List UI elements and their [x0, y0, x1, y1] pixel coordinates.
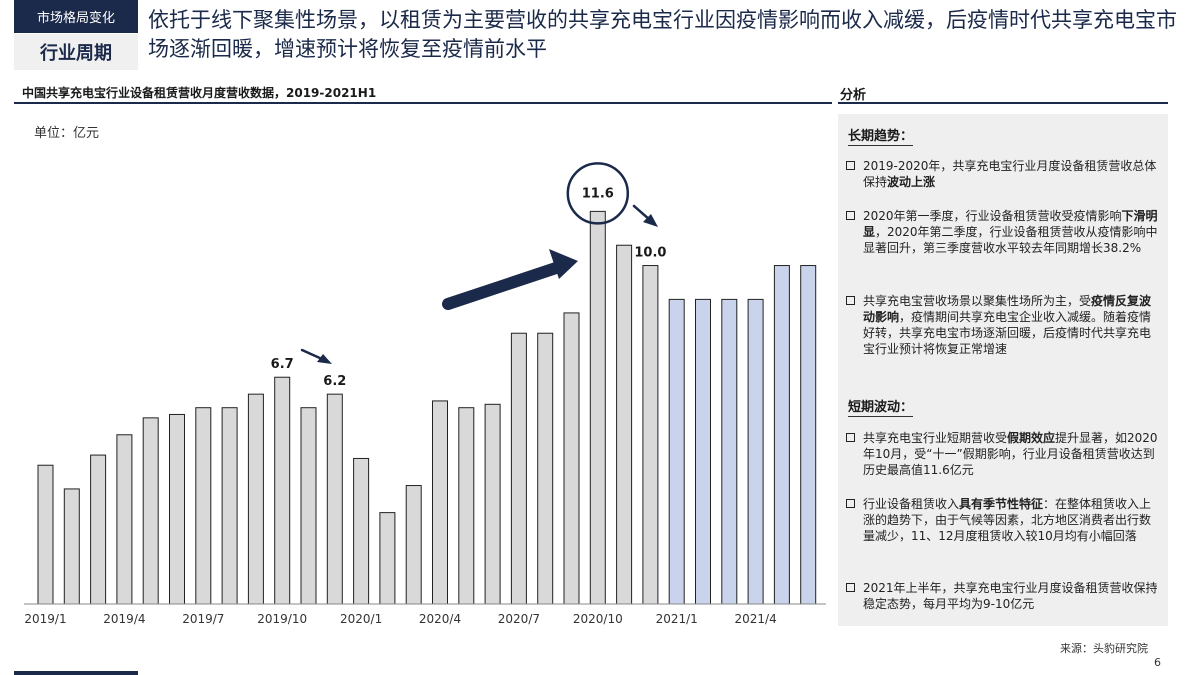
section-label: 行业周期 — [14, 34, 138, 70]
bar-2020/9 — [563, 312, 580, 605]
analysis-bullet: 2021年上半年，共享充电宝行业月度设备租赁营收保持稳定态势，每月平均为9-10… — [846, 580, 1162, 612]
long-term-heading: 长期趋势： — [848, 125, 914, 146]
bar-2021/2 — [695, 298, 711, 605]
bar-2021/1 — [668, 298, 685, 605]
x-tick-label: 2020/1 — [340, 612, 382, 626]
arrow-head-icon — [549, 249, 578, 279]
page-number: 6 — [1154, 656, 1161, 669]
bar-2019/11 — [300, 407, 317, 605]
bar-2019/8 — [221, 407, 238, 605]
bar-chart: 2019/1 2019/4 2019/7 2019/10 2020/1 2020/4 202… — [24, 162, 826, 626]
checkbox-icon — [846, 211, 855, 220]
x-tick-label: 2021/1 — [656, 612, 698, 626]
bar-2019/9 — [247, 393, 264, 605]
bar-2019/6 — [169, 413, 185, 605]
footer-bar — [14, 671, 138, 675]
bar-2020/4 — [432, 400, 448, 605]
data-label: 6.7 — [271, 357, 294, 372]
bar-2020/1 — [353, 457, 370, 605]
bar-2020/11 — [616, 244, 633, 605]
bar-2021/4 — [747, 298, 764, 605]
checkbox-icon — [846, 161, 855, 170]
arrow-head-icon — [317, 354, 332, 364]
chart-unit: 单位：亿元 — [34, 126, 100, 141]
analysis-bullet: 共享充电宝行业短期营收受假期效应提升显著，如2020年10月，受“十一”假期影响… — [846, 430, 1162, 478]
analysis-bullet: 行业设备租赁收入具有季节性特征：在整体租赁收入上涨的趋势下，由于气候等因素，北方… — [846, 496, 1162, 544]
x-tick-label: 2021/4 — [734, 612, 776, 626]
bar-2019/12 — [326, 393, 343, 605]
bar-2020/6 — [484, 403, 501, 605]
checkbox-icon — [846, 296, 855, 305]
bar-2021/6 — [800, 265, 817, 605]
trend-arrow-icon — [632, 204, 652, 222]
bar-2020/5 — [458, 407, 475, 605]
x-tick-label: 2020/10 — [573, 612, 623, 626]
trend-arrow-icon — [442, 261, 565, 310]
bar-2020/10 — [589, 210, 606, 605]
analysis-panel: 长期趋势： 2019-2020年，共享充电宝行业月度设备租赁营收总体保持波动上涨… — [838, 114, 1168, 626]
x-tick-label: 2019/7 — [182, 612, 224, 626]
analysis-bullet: 共享充电宝营收场景以聚集性场所为主，受疫情反复波动影响，疫情期间共享充电宝企业收… — [846, 293, 1162, 357]
bar-2019/3 — [90, 454, 107, 605]
x-tick-label: 2020/4 — [419, 612, 461, 626]
highlight-circle — [566, 162, 630, 225]
arrow-head-icon — [643, 214, 658, 227]
trend-arrow-icon — [300, 348, 324, 361]
data-label: 11.6 — [582, 186, 614, 201]
x-tick-label: 2019/1 — [24, 612, 66, 626]
chart-title: 中国共享充电宝行业设备租赁营收月度营收数据，2019-2021H1 — [22, 86, 377, 100]
bar-2020/7 — [510, 332, 527, 605]
x-tick-label: 2020/7 — [498, 612, 540, 626]
bar-2020/2 — [379, 512, 396, 605]
source-note: 来源：头豹研究院 — [1060, 642, 1148, 655]
section-tag: 市场格局变化 — [14, 0, 138, 33]
bar-2019/5 — [142, 417, 159, 605]
data-label: 10.0 — [634, 246, 666, 261]
x-tick-label: 2019/4 — [103, 612, 145, 626]
analysis-divider — [838, 102, 1168, 104]
short-term-heading: 短期波动： — [848, 396, 914, 417]
bar-2019/2 — [63, 488, 80, 605]
data-label: 6.2 — [323, 374, 346, 389]
bar-2019/4 — [116, 434, 133, 605]
bar-2021/3 — [721, 298, 738, 605]
analysis-bullet: 2020年第一季度，行业设备租赁营收受疫情影响下滑明显，2020年第二季度，行业… — [846, 208, 1162, 256]
bar-2020/3 — [405, 485, 422, 605]
bar-2020/8 — [537, 332, 554, 605]
bar-2019/1 — [37, 464, 54, 605]
x-tick-label: 2019/10 — [257, 612, 307, 626]
bar-2021/5 — [773, 265, 790, 605]
analysis-title: 分析 — [840, 88, 867, 103]
analysis-bullet: 2019-2020年，共享充电宝行业月度设备租赁营收总体保持波动上涨 — [846, 158, 1162, 190]
bar-2019/10 — [274, 376, 291, 605]
checkbox-icon — [846, 499, 855, 508]
bar-2019/7 — [195, 407, 212, 605]
bar-2020/12 — [642, 265, 659, 605]
chart-divider — [14, 102, 832, 104]
checkbox-icon — [846, 433, 855, 442]
page-headline: 依托于线下聚集性场景，以租赁为主要营收的共享充电宝行业因疫情影响而收入减缓，后疫… — [148, 8, 1177, 61]
checkbox-icon — [846, 583, 855, 592]
